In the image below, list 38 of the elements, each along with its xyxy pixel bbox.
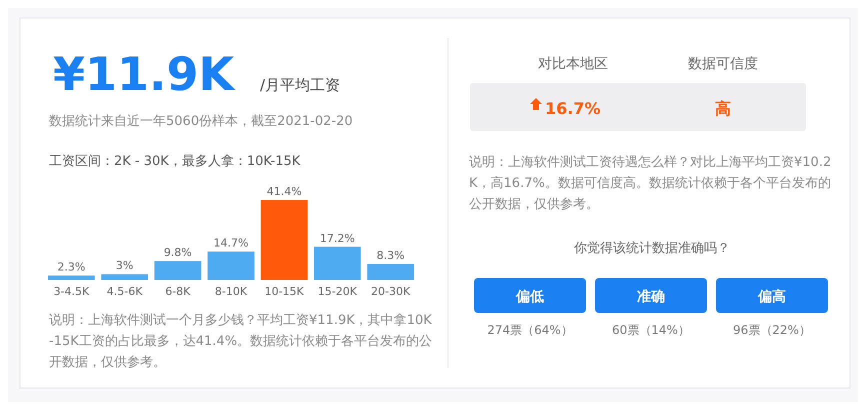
- chart-title: ¥11.9K: [53, 47, 236, 101]
- text: 高: [715, 99, 731, 118]
- bar: [314, 246, 361, 280]
- bar: [260, 200, 308, 280]
- text: 对比本地区: [538, 56, 608, 72]
- data-label: 41.4%: [266, 185, 302, 198]
- text: 偏低: [515, 289, 544, 305]
- bar: [208, 252, 254, 280]
- x-tick-label: 6-8K: [165, 285, 192, 298]
- data-label: 2.3%: [57, 260, 86, 274]
- text: 准确: [637, 289, 665, 305]
- text: 96票（22%）: [733, 323, 811, 337]
- text: 说明：上海软件测试工资待遇怎么样？对比上海平均工资¥10.2K，高16.7%。数据可信度高。数据统计依赖于各个平台发布的公开数据，仅供参考。: [469, 155, 832, 212]
- x-tick-label: 10-15K: [264, 285, 305, 298]
- text: 你觉得该统计数据准确吗？: [573, 240, 730, 256]
- x-tick-label: 20-30K: [371, 285, 411, 298]
- text: 60票（14%）: [612, 323, 690, 337]
- text: 数据统计来自近一年5060份样本，截至2021-02-20: [49, 114, 353, 129]
- bar: [48, 276, 95, 280]
- text: 工资区间：2K - 30K，最多人拿：10K-15K: [49, 154, 301, 169]
- bar: [367, 264, 414, 280]
- data-label: 8.3%: [376, 248, 405, 262]
- data-label: 3%: [116, 259, 134, 272]
- text: 偏高: [757, 288, 786, 305]
- data-label: 14.7%: [214, 236, 248, 250]
- bar: [101, 274, 148, 280]
- x-tick-label: 3-4.5K: [54, 285, 90, 298]
- text: 274票（64%）: [487, 323, 573, 337]
- chart-subtitle: /月平均工资: [260, 76, 340, 94]
- data-label: 17.2%: [320, 232, 355, 245]
- x-tick-label: 15-20K: [318, 285, 358, 298]
- text: 16.7%: [545, 99, 601, 118]
- x-tick-label: 8-10K: [214, 285, 248, 298]
- data-label: 9.8%: [164, 246, 192, 260]
- x-tick-label: 4.5-6K: [106, 285, 144, 298]
- bar: [154, 261, 202, 280]
- text: 数据可信度: [688, 56, 758, 72]
- text: 说明：上海软件测试一个月多少钱？平均工资¥11.9K，其中拿10K-15K工资的占比最多，达41.4%。数据统计依赖于各平台发布的公开数据，仅供参考。: [49, 313, 432, 370]
